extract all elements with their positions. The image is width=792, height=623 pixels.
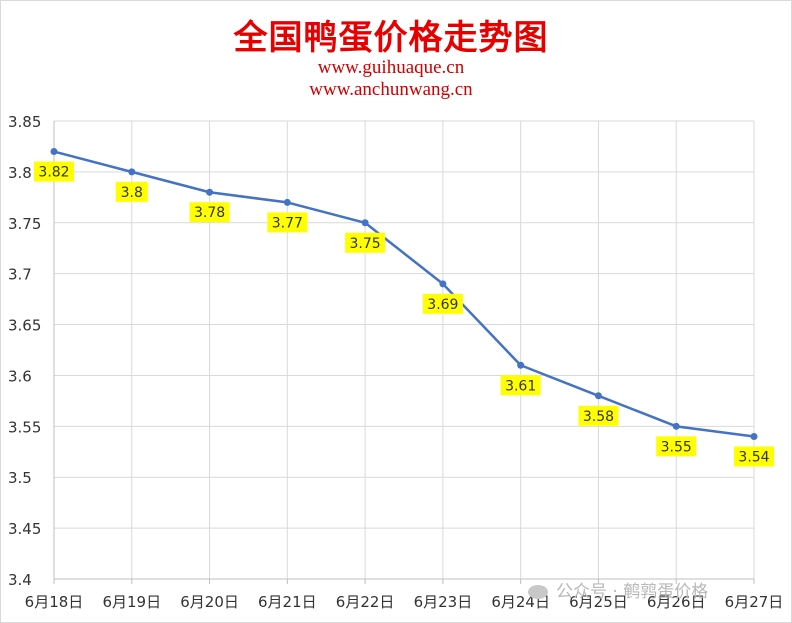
data-label-bg [734, 446, 774, 467]
data-label-bg [578, 405, 619, 426]
y-tick-label: 3.85 [8, 113, 41, 131]
series-line [53, 150, 755, 438]
wechat-icon [528, 585, 548, 599]
x-tick-label: 6月21日 [258, 593, 317, 611]
y-tick-label: 3.8 [8, 164, 32, 182]
data-label: 3.8 [121, 185, 143, 201]
data-label-bg [267, 212, 308, 233]
y-tick-label: 3.6 [8, 367, 32, 385]
x-tick-label: 6月26日 [647, 593, 706, 611]
x-tick-label: 6月20日 [180, 593, 239, 611]
data-label-bg [34, 161, 74, 182]
data-point [283, 198, 291, 206]
data-label-bg [656, 436, 697, 457]
y-tick-label: 3.4 [8, 571, 32, 589]
chart-subtitle-1: www.guihuaque.cn [317, 57, 465, 78]
data-label: 3.77 [272, 215, 303, 231]
x-tick-label: 6月25日 [569, 593, 628, 611]
data-label-bg [189, 202, 230, 223]
x-tick-label: 6月27日 [725, 593, 784, 611]
x-tick-label: 6月19日 [102, 593, 161, 611]
data-label: 3.69 [427, 297, 458, 313]
x-tick-label: 6月22日 [336, 593, 395, 611]
y-tick-label: 3.5 [8, 469, 32, 487]
data-point [128, 168, 136, 176]
chart-subtitle-2: www.anchunwang.cn [309, 79, 473, 100]
data-label: 3.55 [661, 439, 692, 455]
watermark: 公众号 · 鹌鹑蛋价格 [528, 577, 708, 602]
data-label: 3.82 [38, 165, 69, 181]
data-label-bg [345, 232, 386, 253]
data-point [206, 188, 214, 196]
x-tick-label: 6月18日 [25, 593, 84, 611]
data-point [439, 280, 447, 288]
data-label: 3.54 [738, 450, 769, 466]
data-point [672, 422, 680, 430]
data-point [517, 361, 525, 369]
data-label-bg [422, 293, 463, 314]
data-point [750, 433, 758, 441]
y-tick-label: 3.75 [8, 215, 41, 233]
watermark-text: 公众号 · 鹌鹑蛋价格 [556, 582, 709, 602]
data-label: 3.78 [194, 205, 225, 221]
data-point [361, 219, 369, 227]
data-point [50, 148, 58, 156]
y-tick-label: 3.65 [8, 317, 41, 335]
y-tick-label: 3.55 [8, 418, 41, 436]
data-label-bg [115, 181, 148, 202]
chart-title: 全国鸭蛋价格走势图 [233, 18, 549, 58]
data-label: 3.75 [350, 236, 381, 252]
y-tick-label: 3.7 [8, 266, 32, 284]
x-tick-label: 6月23日 [414, 593, 473, 611]
y-tick-label: 3.45 [8, 520, 41, 538]
data-label: 3.61 [505, 378, 536, 394]
data-point [594, 392, 602, 400]
data-label-bg [500, 375, 541, 396]
data-label: 3.58 [583, 409, 614, 425]
